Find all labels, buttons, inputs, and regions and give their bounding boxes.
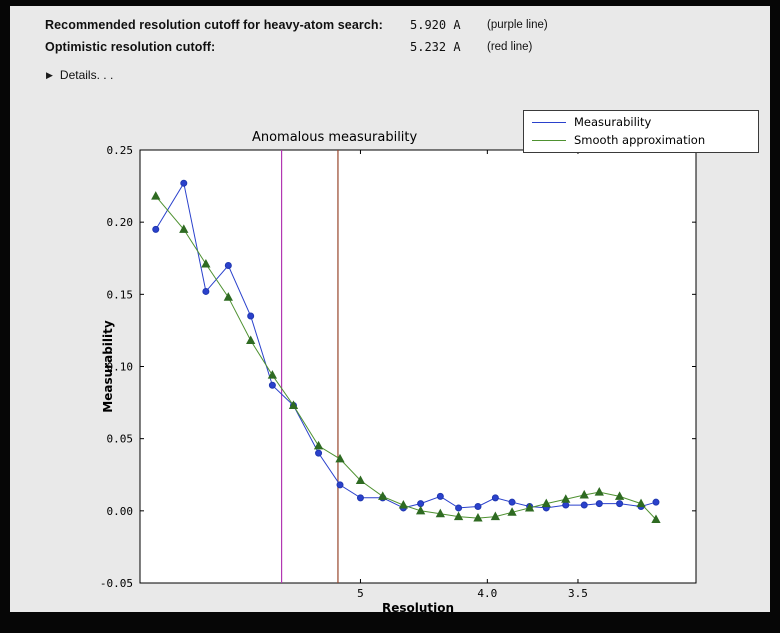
x-axis-label: Resolution	[382, 601, 454, 612]
chart-title: Anomalous measurability	[252, 130, 418, 145]
recommended-cutoff-row: Recommended resolution cutoff for heavy-…	[10, 18, 770, 38]
legend-entry-measurability: Measurability	[530, 115, 752, 129]
optimistic-cutoff-value: 5.232 A	[410, 40, 461, 54]
optimistic-cutoff-note: (red line)	[487, 41, 533, 53]
legend-line-sample	[532, 139, 566, 141]
chart-legend: Measurability Smooth approximation	[523, 110, 759, 153]
y-tick-label: 0.25	[107, 144, 134, 157]
optimistic-cutoff-label: Optimistic resolution cutoff:	[45, 40, 216, 54]
details-toggle[interactable]: ▶ Details. . .	[46, 66, 113, 84]
details-label: Details. . .	[59, 68, 114, 82]
y-tick-label: 0.00	[107, 505, 134, 518]
x-tick-label: 5	[357, 587, 364, 600]
legend-entry-smooth-approximation: Smooth approximation	[530, 133, 752, 147]
y-tick-label: 0.15	[107, 288, 134, 301]
recommended-cutoff-note: (purple line)	[487, 19, 548, 31]
y-tick-label: 0.05	[107, 433, 134, 446]
legend-label: Smooth approximation	[574, 133, 706, 147]
y-axis-label: Measurability	[101, 320, 115, 413]
legend-line-sample	[532, 121, 566, 123]
x-tick-label: 3.5	[568, 587, 588, 600]
legend-label: Measurability	[574, 115, 652, 129]
disclosure-triangle-icon: ▶	[46, 69, 53, 80]
y-tick-label: 0.20	[107, 216, 134, 229]
y-tick-label: -0.05	[100, 577, 133, 590]
x-tick-label: 4.0	[477, 587, 497, 600]
results-panel: Recommended resolution cutoff for heavy-…	[10, 6, 770, 612]
measurability-chart: 5 4.0 3.5 -0.05 0.00 0.05 0.10 0.15 0.20 0.25 Anom…	[100, 130, 697, 612]
y-tick-label: 0.10	[107, 361, 134, 374]
series-markers-smooth-approximation	[151, 191, 661, 523]
recommended-cutoff-label: Recommended resolution cutoff for heavy-…	[45, 18, 383, 32]
plot-area	[139, 149, 697, 584]
recommended-cutoff-value: 5.920 A	[410, 18, 461, 32]
optimistic-cutoff-row: Optimistic resolution cutoff: 5.232 A (r…	[10, 40, 770, 60]
